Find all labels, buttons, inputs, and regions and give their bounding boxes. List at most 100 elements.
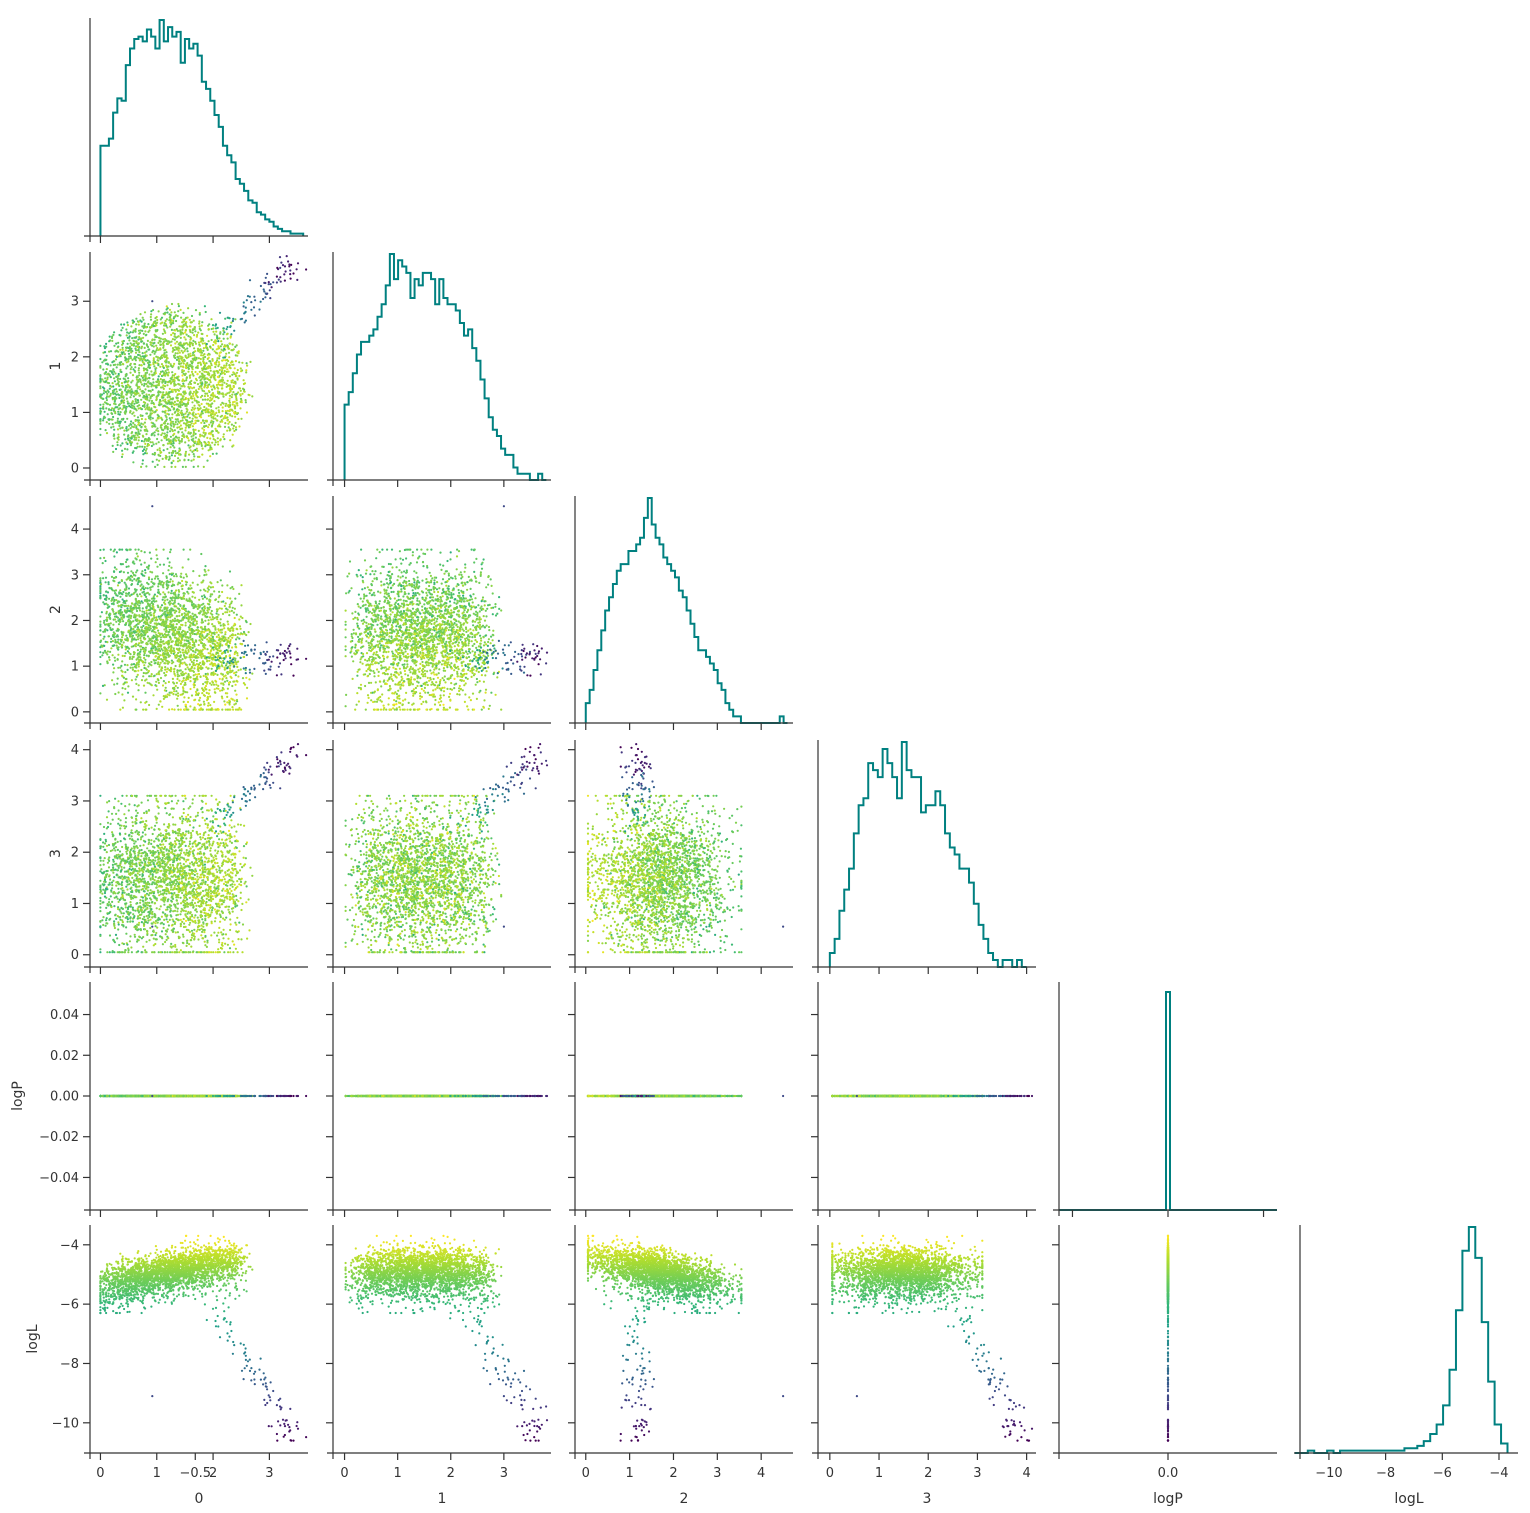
data-point — [192, 407, 194, 409]
data-point — [221, 383, 223, 385]
data-point — [168, 371, 170, 373]
data-point — [139, 388, 141, 390]
data-point — [238, 425, 240, 427]
data-point — [99, 418, 101, 420]
data-point — [226, 392, 228, 394]
data-point — [223, 359, 225, 361]
data-point — [171, 371, 173, 373]
data-point — [171, 462, 173, 464]
data-point — [211, 389, 213, 391]
data-point — [192, 425, 194, 427]
data-point — [166, 413, 168, 415]
data-point — [216, 453, 218, 455]
data-point — [130, 357, 132, 359]
data-point — [209, 397, 211, 399]
data-point — [137, 416, 139, 418]
data-point — [204, 434, 206, 436]
data-point — [111, 419, 113, 421]
data-point — [159, 447, 161, 449]
data-point — [199, 371, 201, 373]
data-point — [198, 408, 200, 410]
data-point — [201, 333, 203, 335]
data-point — [212, 331, 214, 333]
data-point — [180, 424, 182, 426]
data-point — [160, 451, 162, 453]
data-point — [233, 425, 235, 427]
data-point — [204, 399, 206, 401]
data-point — [163, 367, 165, 369]
data-point — [180, 398, 182, 400]
data-point — [121, 394, 123, 396]
data-point — [204, 385, 206, 387]
data-point — [230, 390, 232, 392]
data-point — [103, 392, 105, 394]
data-point — [99, 380, 101, 382]
data-point — [127, 400, 129, 402]
data-point — [160, 341, 162, 343]
data-point — [196, 357, 198, 359]
data-point — [162, 338, 164, 340]
data-point — [172, 365, 174, 367]
data-point — [146, 407, 148, 409]
data-point — [170, 344, 172, 346]
data-point — [179, 344, 181, 346]
data-point — [235, 360, 237, 362]
data-point — [179, 440, 181, 442]
data-point — [124, 389, 126, 391]
data-point — [201, 369, 203, 371]
data-point — [182, 366, 184, 368]
data-point — [172, 349, 174, 351]
data-point — [120, 400, 122, 402]
data-point — [131, 337, 133, 339]
data-point — [138, 439, 140, 441]
data-point — [103, 387, 105, 389]
data-point — [187, 350, 189, 352]
data-point — [141, 463, 143, 465]
data-point — [175, 396, 177, 398]
data-point — [149, 354, 151, 356]
data-point — [174, 339, 176, 341]
data-point — [114, 396, 116, 398]
data-point — [124, 353, 126, 355]
data-point — [172, 438, 174, 440]
data-point — [113, 345, 115, 347]
data-point — [219, 384, 221, 386]
data-point — [207, 411, 209, 413]
data-point — [226, 419, 228, 421]
data-point — [174, 423, 176, 425]
data-point — [193, 450, 195, 452]
data-point — [189, 330, 191, 332]
data-point — [200, 416, 202, 418]
data-point — [207, 325, 209, 327]
data-point — [138, 324, 140, 326]
data-point — [135, 337, 137, 339]
data-point — [217, 376, 219, 378]
data-point — [178, 350, 180, 352]
data-point — [130, 351, 132, 353]
data-point — [142, 319, 144, 321]
data-point — [190, 445, 192, 447]
data-point — [187, 353, 189, 355]
data-point — [230, 380, 232, 382]
data-point — [107, 382, 109, 384]
data-point — [150, 383, 152, 385]
data-point — [159, 344, 161, 346]
data-point — [187, 317, 189, 319]
data-point — [182, 325, 184, 327]
data-point — [176, 389, 178, 391]
data-point — [99, 395, 101, 397]
data-point — [166, 448, 168, 450]
data-point — [153, 325, 155, 327]
data-point — [107, 377, 109, 379]
data-point — [174, 455, 176, 457]
data-point — [153, 357, 155, 359]
data-point — [190, 395, 192, 397]
data-point — [116, 356, 118, 358]
data-point — [133, 408, 135, 410]
data-point — [222, 436, 224, 438]
data-point — [193, 347, 195, 349]
data-point — [107, 413, 109, 415]
data-point — [218, 337, 220, 339]
data-point — [178, 393, 180, 395]
data-point — [119, 427, 121, 429]
